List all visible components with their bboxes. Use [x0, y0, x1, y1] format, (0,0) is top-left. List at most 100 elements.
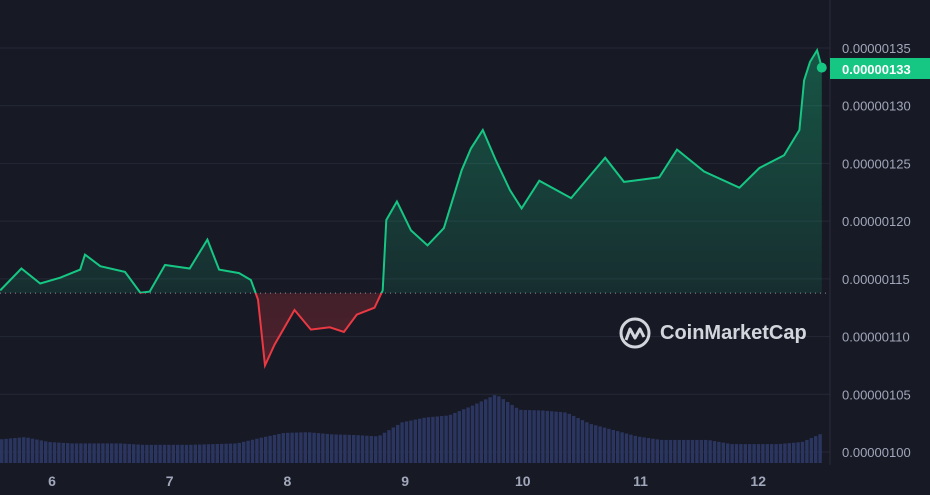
volume-bar	[206, 444, 211, 463]
volume-bar	[651, 438, 655, 463]
volume-bar	[550, 411, 554, 463]
volume-bar	[774, 444, 778, 463]
volume-bar	[26, 437, 30, 463]
volume-bar	[312, 432, 316, 463]
volume-bar	[101, 443, 105, 463]
x-tick-label: 9	[401, 473, 409, 489]
y-tick-label: 0.00000135	[842, 41, 911, 56]
volume-bar	[338, 434, 343, 463]
volume-bar	[215, 443, 219, 463]
volume-bar	[61, 442, 65, 463]
volume-bar	[488, 397, 492, 463]
volume-bar	[695, 439, 699, 463]
volume-bar	[431, 416, 435, 463]
volume-bar	[268, 435, 272, 463]
volume-bar	[624, 433, 629, 463]
volume-bar	[79, 443, 83, 463]
volume-bar	[400, 422, 404, 463]
volume-bar	[193, 444, 197, 463]
volume-bar	[378, 435, 382, 463]
current-price-label: 0.00000133	[842, 62, 911, 77]
volume-bar	[4, 438, 8, 463]
volume-bar	[664, 439, 668, 463]
volume-bar	[360, 435, 365, 463]
volume-bar	[74, 443, 79, 463]
volume-bar	[404, 421, 409, 463]
volume-bar	[519, 409, 523, 463]
coinmarketcap-watermark: CoinMarketCap	[618, 316, 807, 350]
volume-bar	[576, 418, 580, 463]
volume-bar	[88, 443, 92, 463]
volume-bar	[13, 438, 17, 463]
volume-bar	[409, 420, 413, 463]
volume-bar	[426, 417, 431, 463]
y-tick-label: 0.00000115	[842, 272, 910, 287]
volume-bar	[440, 416, 444, 463]
volume-bar	[721, 442, 725, 463]
volume-bar	[457, 411, 461, 463]
volume-bar	[70, 443, 74, 463]
x-tick-label: 6	[48, 473, 56, 489]
current-price-dot	[816, 62, 827, 73]
volume-bar	[145, 444, 149, 463]
volume-bar	[418, 418, 422, 463]
volume-bar	[594, 425, 598, 463]
volume-bar	[0, 439, 4, 463]
volume-bar	[761, 444, 765, 463]
volume-bar	[730, 444, 734, 463]
volume-bar	[629, 434, 633, 463]
coinmarketcap-logo-icon	[619, 317, 651, 349]
volume-bar	[277, 433, 281, 463]
x-tick-label: 10	[515, 473, 531, 489]
volume-bar	[8, 438, 13, 463]
volume-bar	[545, 410, 549, 463]
volume-bar	[272, 434, 277, 463]
volume-bar	[633, 435, 637, 463]
volume-bar	[391, 427, 395, 463]
volume-bar	[413, 419, 417, 463]
volume-bar	[589, 424, 593, 463]
volume-bar	[189, 444, 193, 463]
volume-bar	[250, 439, 255, 463]
y-tick-label: 0.00000100	[842, 445, 911, 460]
volume-bar	[22, 437, 26, 463]
price-area-up	[0, 50, 822, 293]
x-tick-label: 11	[633, 473, 648, 489]
volume-bar	[264, 436, 268, 463]
volume-bar	[646, 438, 651, 463]
volume-bar	[149, 444, 153, 463]
volume-bar	[448, 414, 453, 463]
volume-bar	[580, 420, 585, 463]
volume-bar	[514, 407, 519, 463]
volume-bar	[536, 410, 541, 463]
volume-bar	[642, 437, 646, 463]
volume-bar	[66, 443, 70, 463]
volume-bar	[462, 409, 466, 463]
volume-bar	[48, 442, 52, 463]
volume-bar	[171, 444, 175, 463]
volume-bar	[475, 403, 479, 463]
volume-bar	[96, 443, 101, 463]
volume-bar	[382, 432, 387, 463]
volume-bar	[699, 439, 703, 463]
volume-bar	[118, 443, 123, 463]
y-tick-label: 0.00000125	[842, 156, 911, 171]
volume-bar	[708, 440, 712, 463]
volume-bar	[501, 399, 505, 463]
volume-bar	[39, 440, 43, 463]
x-tick-label: 7	[166, 473, 174, 489]
volume-bar	[444, 415, 448, 463]
volume-bar	[765, 444, 769, 463]
volume-bar	[602, 427, 607, 463]
volume-bar	[202, 444, 206, 463]
volume-bar	[523, 409, 527, 463]
volume-bar	[598, 426, 602, 463]
volume-bar	[712, 441, 717, 463]
volume-bar	[136, 444, 140, 463]
volume-bar	[211, 444, 215, 463]
volume-bar	[796, 442, 800, 463]
volume-bar	[497, 396, 501, 463]
volume-bar	[255, 438, 259, 463]
volume-bar	[224, 443, 228, 463]
volume-bar	[792, 442, 796, 463]
